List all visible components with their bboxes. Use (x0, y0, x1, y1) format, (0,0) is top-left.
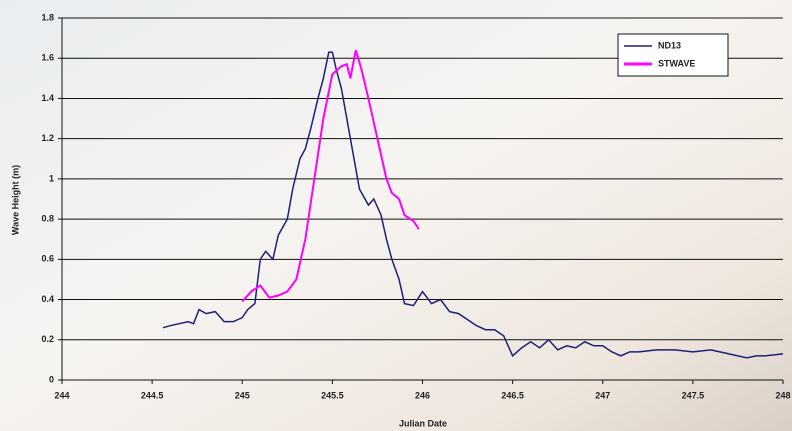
x-tick-label: 244.5 (141, 390, 164, 400)
x-tick-label: 245.5 (321, 390, 344, 400)
y-tick-label: 1 (49, 173, 54, 183)
legend-label: STWAVE (658, 58, 695, 68)
x-axis-label: Julian Date (399, 418, 447, 428)
x-tick-label: 247 (595, 390, 610, 400)
y-tick-label: 1.4 (41, 93, 54, 103)
x-tick-label: 246.5 (501, 390, 524, 400)
legend-label: ND13 (658, 40, 681, 50)
y-tick-label: 0 (49, 374, 54, 384)
line-series (241, 49, 420, 303)
legend-box (617, 33, 729, 77)
y-tick-label: 0.6 (41, 254, 54, 264)
y-tick-label: 1.6 (41, 53, 54, 63)
y-tick-label: 0.8 (41, 213, 54, 223)
y-tick-label: 0.2 (41, 334, 54, 344)
y-tick-label: 1.2 (41, 133, 54, 143)
y-tick-label: 1.8 (41, 12, 54, 22)
x-tick-label: 245 (235, 390, 250, 400)
x-tick-label: 244 (54, 390, 69, 400)
y-axis-label: Wave Height (m) (10, 165, 20, 235)
y-tick-label: 0.4 (41, 294, 54, 304)
x-tick-label: 246 (415, 390, 430, 400)
x-tick-label: 248 (775, 390, 790, 400)
x-tick-label: 247.5 (682, 390, 705, 400)
line-series (162, 51, 784, 359)
